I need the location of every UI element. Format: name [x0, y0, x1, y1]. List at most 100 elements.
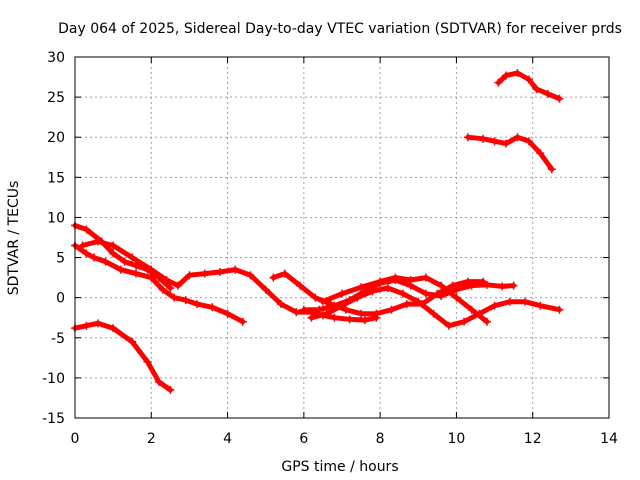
data-point: [341, 305, 350, 314]
y-tick-label: 25: [47, 90, 65, 106]
data-point: [173, 281, 182, 290]
data-point: [555, 94, 564, 103]
data-point: [200, 269, 209, 278]
data-point: [448, 281, 457, 290]
data-point: [154, 377, 163, 386]
data-point: [315, 305, 324, 314]
data-point: [101, 257, 110, 266]
series-track-10: [494, 69, 564, 103]
chart-title: Day 064 of 2025, Sidereal Day-to-day VTE…: [58, 21, 622, 37]
data-point: [513, 133, 522, 142]
data-point: [429, 309, 438, 318]
data-point: [345, 315, 354, 324]
data-point: [391, 273, 400, 282]
data-point: [93, 237, 102, 246]
data-point: [467, 305, 476, 314]
data-point: [547, 165, 556, 174]
x-tick-label: 4: [223, 431, 232, 447]
data-point: [521, 297, 530, 306]
data-point: [166, 284, 175, 293]
y-axis-title: SDTVAR / TECUs: [6, 181, 22, 296]
data-point: [185, 271, 194, 280]
data-point: [120, 257, 129, 266]
data-point: [311, 293, 320, 302]
data-point: [414, 297, 423, 306]
data-point: [406, 276, 415, 285]
data-point: [555, 305, 564, 314]
data-point: [158, 285, 167, 294]
data-point: [444, 321, 453, 330]
data-point: [82, 249, 91, 258]
data-point: [261, 285, 270, 294]
data-point: [299, 305, 308, 314]
data-point: [90, 253, 99, 262]
data-point: [93, 319, 102, 328]
data-point: [330, 313, 339, 322]
data-point: [383, 284, 392, 293]
x-tick-label: 6: [299, 431, 308, 447]
data-point: [109, 249, 118, 258]
data-point: [490, 137, 499, 146]
data-point: [460, 317, 469, 326]
data-point: [387, 305, 396, 314]
data-point: [338, 289, 346, 298]
data-point: [147, 265, 156, 274]
data-point: [482, 280, 491, 289]
data-point: [505, 297, 514, 306]
data-point: [513, 69, 522, 78]
data-point: [498, 282, 507, 291]
series-track-9: [463, 133, 556, 174]
y-tick-label: 5: [56, 251, 65, 267]
data-point: [463, 133, 472, 142]
data-point: [276, 300, 285, 309]
data-point: [223, 309, 232, 318]
axis-ticks: 0 2 4 6 8 10 12 14 -15 -10 -5 0 5 10 15 20 25 30: [42, 50, 618, 447]
series-track-2: [71, 241, 247, 326]
data-point: [181, 296, 190, 305]
y-tick-label: -10: [42, 371, 65, 387]
data-point: [82, 225, 91, 234]
data-point: [402, 300, 411, 309]
data-point: [269, 273, 278, 282]
x-axis-title: GPS time / hours: [281, 459, 398, 475]
x-tick-label: 14: [600, 431, 618, 447]
y-tick-label: 20: [47, 130, 65, 146]
data-point: [490, 301, 499, 310]
data-point: [128, 337, 137, 346]
data-point: [357, 283, 366, 292]
data-point: [170, 293, 179, 302]
data-point: [231, 265, 240, 274]
series-track-7: [307, 284, 564, 330]
data-point: [353, 293, 362, 302]
data-point: [524, 75, 533, 84]
data-point: [524, 137, 533, 146]
data-point: [536, 301, 545, 310]
data-point: [322, 309, 331, 318]
data-point: [109, 324, 118, 333]
data-point: [372, 309, 381, 318]
data-point: [246, 271, 255, 280]
data-point: [467, 281, 476, 290]
data-point: [215, 267, 224, 276]
series-track-8: [318, 273, 491, 326]
y-tick-label: 15: [47, 170, 65, 186]
data-point: [482, 317, 491, 326]
series-track-4: [78, 237, 381, 325]
data-point: [452, 293, 461, 302]
data-point: [82, 321, 91, 330]
y-tick-label: 30: [47, 50, 65, 66]
data-point: [421, 273, 430, 282]
data-point: [238, 317, 247, 326]
data-point: [292, 308, 301, 317]
series-layer: [71, 69, 564, 394]
y-tick-label: -15: [42, 411, 65, 427]
x-tick-label: 12: [524, 431, 542, 447]
data-point: [437, 292, 446, 301]
x-tick-label: 10: [448, 431, 466, 447]
data-point: [509, 281, 518, 290]
data-point: [128, 253, 137, 262]
data-point: [368, 287, 377, 296]
x-tick-label: 2: [147, 431, 156, 447]
data-point: [532, 85, 541, 94]
